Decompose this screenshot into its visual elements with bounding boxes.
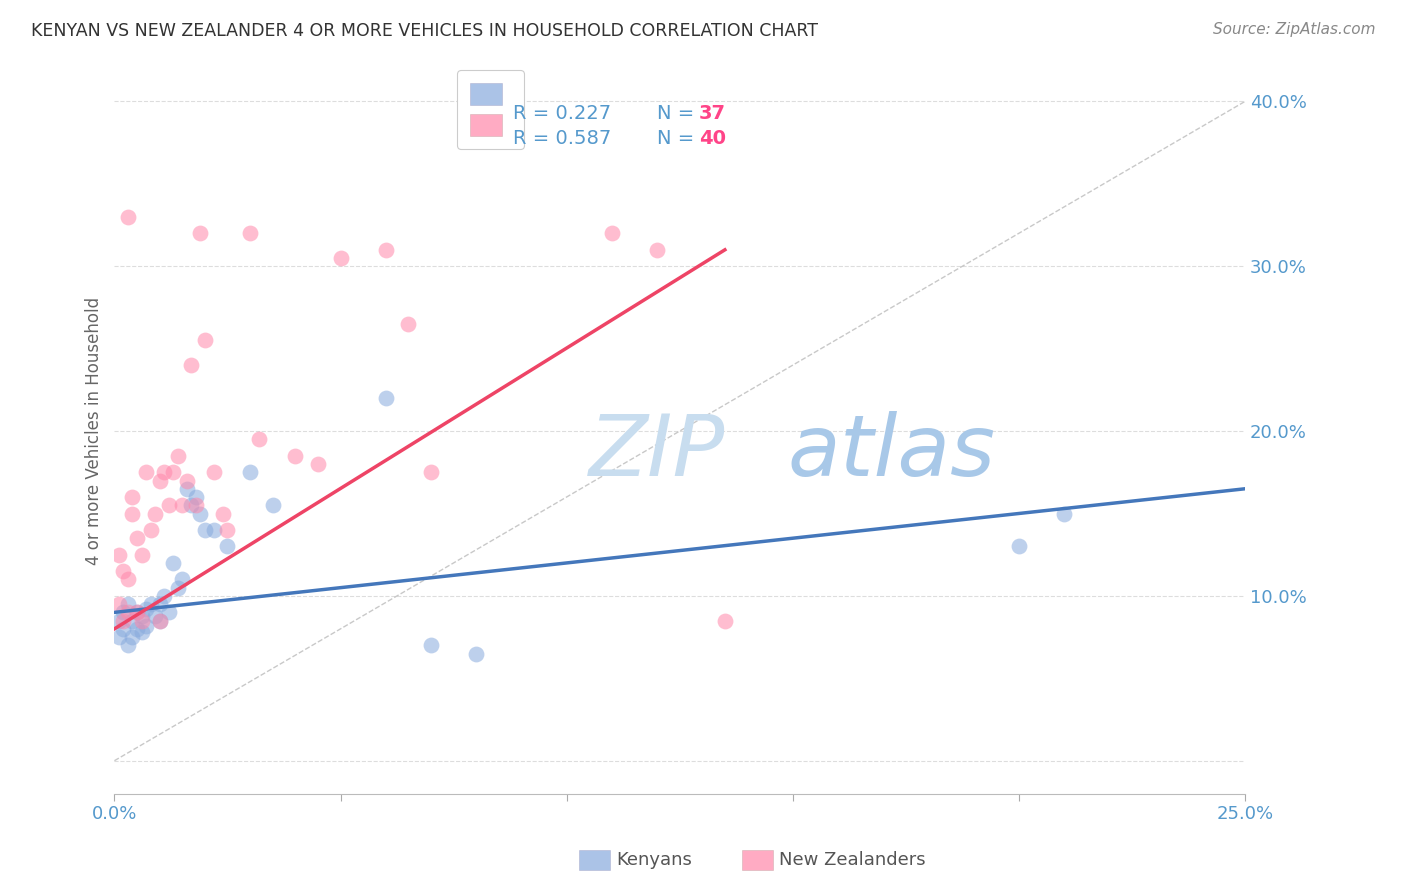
Point (239, 227, 262, 241)
Point (465, 647, 488, 661)
Point (396, 317, 419, 331)
Point (194, 334, 217, 348)
Point (188, 507, 211, 521)
Point (172, 573, 194, 587)
Text: 40: 40 (699, 129, 725, 148)
Text: New Zealanders: New Zealanders (779, 851, 925, 869)
Point (645, 243, 668, 257)
Point (108, 548, 131, 562)
Point (131, 548, 153, 562)
Point (166, 581, 188, 595)
Point (108, 630, 131, 644)
Point (166, 449, 188, 463)
Text: R = 0.587: R = 0.587 (513, 129, 612, 148)
Point (108, 614, 131, 628)
Point (307, 457, 329, 471)
Point (125, 606, 148, 620)
Point (162, 556, 184, 570)
Point (121, 614, 143, 628)
Point (239, 465, 262, 479)
Point (329, 251, 352, 265)
Point (184, 498, 207, 512)
Y-axis label: 4 or more Vehicles in Household: 4 or more Vehicles in Household (86, 297, 103, 566)
Text: Kenyans: Kenyans (616, 851, 692, 869)
Point (247, 433, 270, 447)
Point (149, 597, 172, 611)
Point (420, 638, 443, 652)
Text: KENYAN VS NEW ZEALANDER 4 OR MORE VEHICLES IN HOUSEHOLD CORRELATION CHART: KENYAN VS NEW ZEALANDER 4 OR MORE VEHICL… (31, 22, 818, 40)
Point (121, 507, 143, 521)
Point (135, 465, 157, 479)
Text: N =: N = (657, 129, 700, 148)
Point (131, 608, 153, 623)
Point (139, 597, 162, 611)
Point (139, 523, 162, 537)
Point (172, 498, 194, 512)
Point (153, 465, 176, 479)
Point (180, 358, 202, 372)
Point (112, 606, 135, 620)
Point (714, 614, 737, 628)
Text: ZIP: ZIP (589, 411, 725, 494)
Point (162, 465, 184, 479)
Text: N =: N = (657, 104, 700, 123)
Point (420, 465, 443, 479)
Point (149, 614, 172, 628)
Text: Source: ZipAtlas.com: Source: ZipAtlas.com (1212, 22, 1375, 37)
Point (217, 523, 239, 537)
Point (188, 227, 211, 241)
Point (143, 507, 166, 521)
Point (1008, 540, 1031, 554)
Point (157, 606, 180, 620)
Point (374, 391, 396, 405)
Point (180, 498, 202, 512)
Point (157, 498, 180, 512)
Text: atlas: atlas (787, 411, 995, 494)
Point (176, 482, 198, 496)
Point (202, 465, 225, 479)
Legend: , : , (457, 70, 524, 149)
Point (125, 606, 148, 620)
Point (131, 614, 153, 628)
Point (153, 589, 176, 603)
Point (176, 474, 198, 488)
Point (262, 498, 284, 512)
Point (112, 614, 135, 628)
Point (1053, 507, 1076, 521)
Point (117, 210, 139, 224)
Point (212, 507, 235, 521)
Point (112, 564, 135, 578)
Point (143, 608, 166, 623)
Point (600, 227, 623, 241)
Point (117, 638, 139, 652)
Point (202, 523, 225, 537)
Point (117, 573, 139, 587)
Point (125, 622, 148, 636)
Point (149, 474, 172, 488)
Point (374, 243, 396, 257)
Point (112, 622, 135, 636)
Point (194, 523, 217, 537)
Text: 37: 37 (699, 104, 725, 123)
Point (217, 540, 239, 554)
Text: R = 0.227: R = 0.227 (513, 104, 612, 123)
Point (135, 618, 157, 632)
Point (117, 606, 139, 620)
Point (117, 597, 139, 611)
Point (135, 602, 157, 616)
Point (121, 490, 143, 504)
Point (284, 449, 307, 463)
Point (121, 630, 143, 644)
Point (108, 597, 131, 611)
Point (149, 614, 172, 628)
Point (131, 625, 153, 640)
Point (184, 490, 207, 504)
Point (125, 531, 148, 545)
